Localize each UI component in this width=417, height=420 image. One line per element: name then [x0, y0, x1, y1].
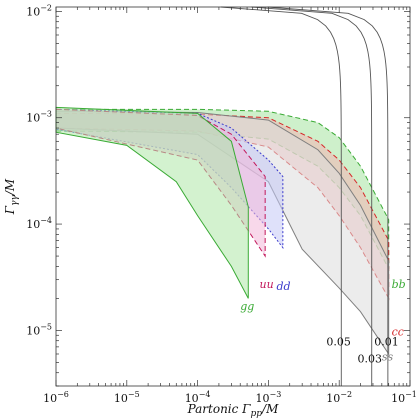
x-tick-label-4: 10−2 [326, 390, 352, 405]
y-tick-label-0: 10−5 [26, 322, 52, 337]
y-axis-title: Γγγ/M [3, 178, 20, 215]
contour-label-1: 0.03 [357, 352, 382, 365]
band-label-gg: gg [240, 300, 254, 313]
contour-curve-0 [220, 6, 342, 386]
bands-layer [55, 106, 390, 356]
labels-layer: 10−6 10−5 10−4 10−3 10−2 10−1 10−5 10−4 10−3 10−2… [26, 3, 417, 405]
x-tick-label-0: 10−6 [43, 390, 69, 405]
band-label-ss: ss [382, 351, 394, 364]
band-label-cc: cc [392, 325, 404, 338]
ticks-layer [55, 7, 411, 387]
band-label-uu: uu [260, 278, 274, 291]
band-label-dd: dd [276, 280, 290, 293]
y-tick-label-2: 10−3 [26, 110, 52, 125]
y-tick-label-3: 10−2 [26, 3, 52, 18]
x-tick-label-1: 10−5 [114, 390, 140, 405]
band-gg [55, 106, 249, 299]
x-tick-label-5: 10−1 [391, 390, 417, 405]
contour-curve-2 [267, 6, 389, 386]
x-tick-label-2: 10−4 [185, 390, 211, 405]
contours-layer [220, 6, 389, 386]
plot-frame [55, 6, 411, 387]
band-label-bb: bb [392, 278, 406, 291]
contour-curve-1 [251, 6, 373, 386]
y-tick-label-1: 10−4 [26, 216, 52, 231]
x-tick-label-3: 10−3 [256, 390, 282, 405]
contour-label-0: 0.05 [326, 336, 351, 349]
x-axis-title: Partonic Γpp/M [187, 402, 279, 419]
contour-label-2: 0.01 [374, 336, 399, 349]
